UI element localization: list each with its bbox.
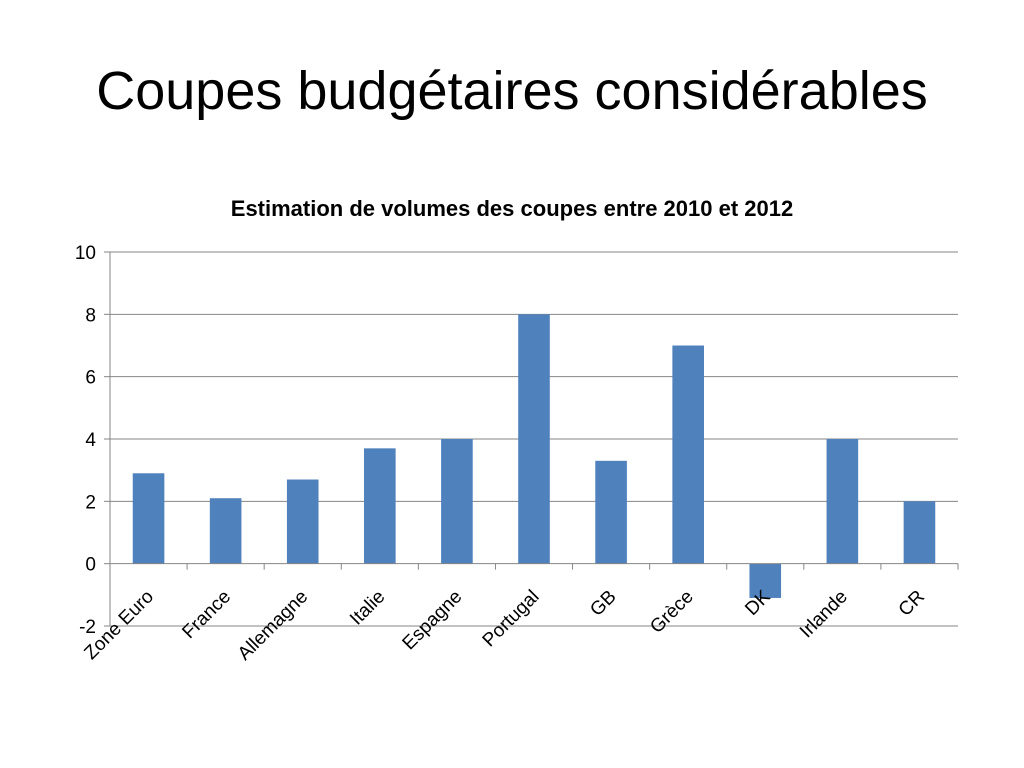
bar-cr	[903, 501, 936, 564]
y-tick-label: 8	[85, 305, 96, 326]
chart-title: Estimation de volumes des coupes entre 2…	[230, 196, 794, 221]
x-category-label: Irlande	[796, 586, 852, 642]
axes	[104, 251, 959, 627]
bar-italie	[364, 448, 396, 564]
x-category-label: Grèce	[646, 586, 697, 637]
x-category-label: France	[179, 586, 236, 643]
y-tick-label: 6	[85, 368, 96, 389]
bar-gb	[595, 460, 627, 564]
bar-france	[209, 498, 242, 564]
bar-zone-euro	[132, 473, 165, 564]
y-tick-label: 0	[85, 555, 96, 576]
bar-gr-ce	[672, 345, 704, 564]
x-category-label: CR	[895, 586, 929, 620]
y-tick-label: 2	[85, 492, 96, 513]
x-category-label: Espagne	[399, 586, 467, 654]
y-tick-label: 10	[75, 243, 96, 264]
bars	[132, 314, 936, 598]
bar-dk	[749, 563, 782, 598]
bar-irlande	[826, 439, 859, 564]
bar-espagne	[441, 439, 473, 564]
y-tick-label: -2	[79, 617, 96, 638]
slide-title: Coupes budgétaires considérables	[96, 61, 928, 121]
x-category-label: Italie	[346, 586, 389, 629]
bar-allemagne	[286, 479, 319, 564]
x-category-label: GB	[586, 586, 620, 620]
x-category-label: Portugal	[479, 586, 544, 651]
y-tick-label: 4	[85, 430, 96, 451]
bar-portugal	[518, 314, 550, 564]
